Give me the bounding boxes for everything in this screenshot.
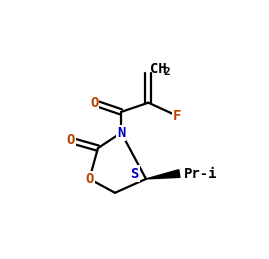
Text: N: N [117, 126, 125, 140]
Polygon shape [146, 170, 180, 179]
Text: CH: CH [150, 62, 167, 76]
Text: Pr-i: Pr-i [184, 167, 217, 181]
Text: 2: 2 [164, 67, 171, 77]
Text: O: O [85, 172, 94, 186]
Text: O: O [90, 96, 98, 110]
Text: F: F [173, 109, 181, 123]
Text: S: S [130, 167, 139, 181]
Text: O: O [67, 133, 75, 147]
